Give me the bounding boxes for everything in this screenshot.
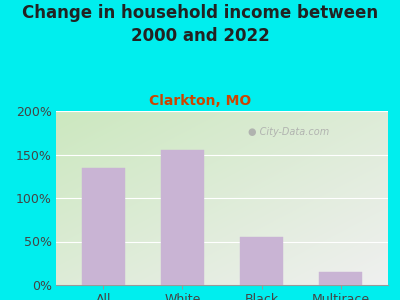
Text: Clarkton, MO: Clarkton, MO: [149, 94, 251, 109]
Text: ● City-Data.com: ● City-Data.com: [248, 127, 329, 137]
Bar: [319, 272, 362, 285]
Bar: [82, 167, 125, 285]
Bar: [161, 150, 204, 285]
Text: Change in household income between
2000 and 2022: Change in household income between 2000 …: [22, 4, 378, 45]
Bar: [240, 237, 283, 285]
